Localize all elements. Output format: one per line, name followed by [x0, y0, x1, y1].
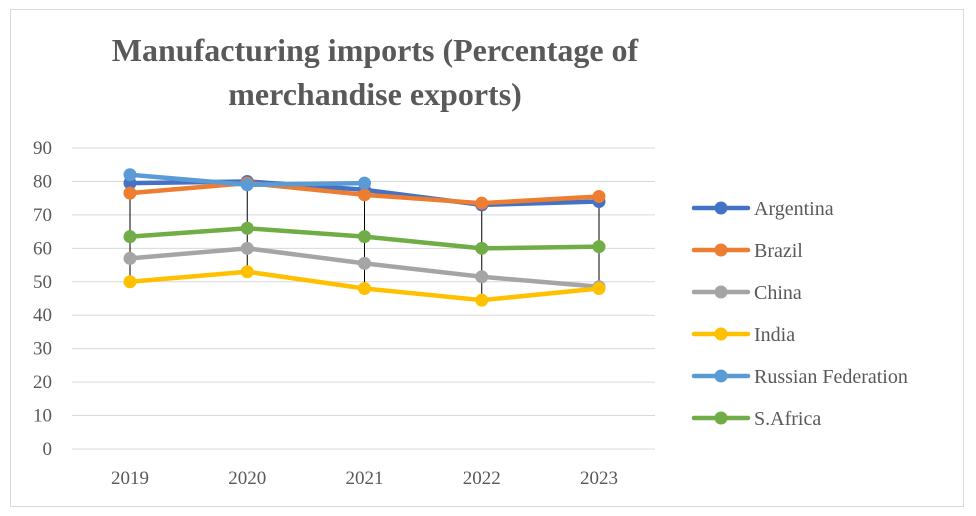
data-point: [592, 240, 606, 254]
y-tick-label: 70: [33, 205, 52, 226]
data-point: [358, 176, 371, 190]
legend: Argentina Brazil China India Russian Federat…: [691, 198, 908, 430]
legend-marker: [714, 327, 728, 341]
y-tick-label: 60: [33, 238, 52, 259]
x-axis-ticks: 2019 2020 2021 2022 2023: [111, 468, 618, 489]
legend-item: Brazil: [691, 240, 803, 262]
series-russian-federation: [123, 168, 371, 192]
legend-label: Brazil: [754, 240, 803, 262]
data-point: [475, 196, 489, 210]
data-point: [475, 293, 489, 307]
x-tick-label: 2021: [346, 468, 384, 489]
y-tick-label: 80: [33, 171, 52, 192]
x-tick-label: 2019: [111, 468, 149, 489]
legend-label: S.Africa: [754, 408, 821, 430]
x-tick-label: 2022: [463, 468, 501, 489]
legend-marker: [714, 243, 728, 257]
data-point: [358, 230, 371, 244]
y-tick-label: 10: [33, 406, 52, 427]
chart-title: Manufacturing imports (Percentage of mer…: [111, 32, 639, 112]
data-point: [358, 256, 371, 270]
y-tick-label: 30: [33, 339, 52, 360]
data-point: [240, 265, 254, 279]
legend-item: India: [691, 324, 795, 346]
data-point: [240, 241, 254, 255]
y-tick-label: 90: [33, 138, 52, 159]
data-point: [123, 251, 137, 265]
data-point: [592, 189, 606, 203]
chart-frame: [10, 9, 964, 507]
legend-item: S.Africa: [691, 408, 821, 430]
series-lines: [123, 168, 606, 307]
series-india: [123, 265, 606, 307]
legend-marker: [714, 411, 728, 425]
legend-marker: [714, 201, 728, 215]
y-tick-label: 0: [43, 439, 53, 460]
legend-label: India: [754, 324, 795, 346]
legend-marker: [714, 369, 728, 383]
y-axis-ticks: 0 10 20 30 40 50 60 70 80 90: [33, 138, 52, 460]
data-point: [475, 270, 489, 284]
data-point: [358, 188, 371, 202]
legend-marker: [714, 285, 728, 299]
data-point: [358, 281, 371, 295]
data-point: [123, 186, 137, 200]
legend-item: Argentina: [691, 198, 834, 220]
gridlines: [72, 147, 655, 450]
series-s-africa: [123, 221, 606, 255]
data-point: [475, 241, 489, 255]
data-point: [240, 221, 254, 235]
data-point: [123, 275, 137, 289]
legend-item: Russian Federation: [691, 366, 908, 388]
y-tick-label: 50: [33, 272, 52, 293]
legend-label: Argentina: [754, 198, 834, 220]
y-tick-label: 20: [33, 372, 52, 393]
data-point: [592, 281, 606, 295]
x-tick-label: 2023: [580, 468, 618, 489]
data-point: [123, 168, 137, 182]
legend-item: China: [691, 282, 802, 304]
legend-label: China: [754, 282, 802, 304]
x-tick-label: 2020: [228, 468, 266, 489]
data-point: [240, 178, 254, 192]
legend-label: Russian Federation: [754, 366, 908, 388]
y-tick-label: 40: [33, 305, 52, 326]
data-point: [123, 230, 137, 244]
